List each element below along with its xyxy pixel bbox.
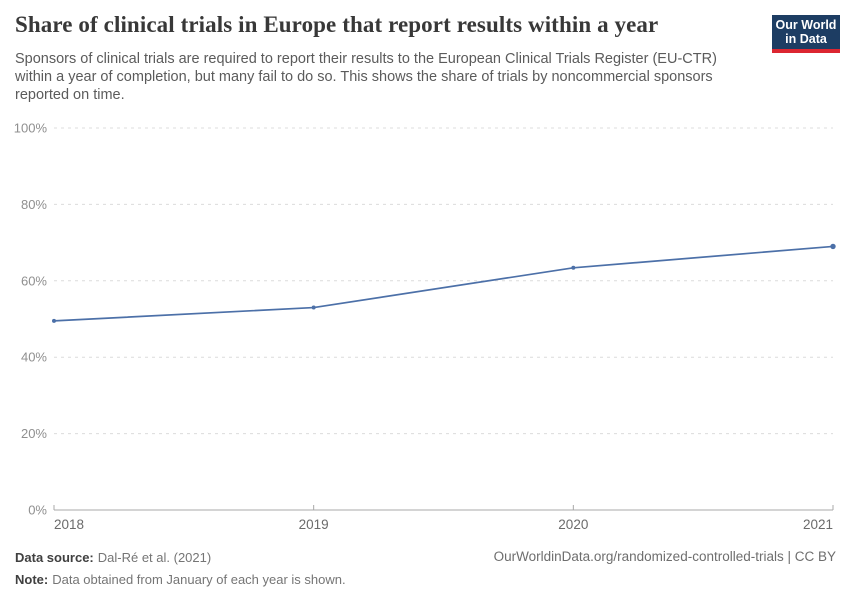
y-axis-tick-label: 60% bbox=[21, 273, 47, 288]
y-axis-tick-label: 0% bbox=[28, 503, 47, 518]
note-label: Note: bbox=[15, 572, 49, 587]
subtitle-line-1: Sponsors of clinical trials are required… bbox=[15, 51, 717, 67]
x-axis-tick-label: 2021 bbox=[803, 517, 833, 532]
owid-logo[interactable]: Our World in Data bbox=[772, 15, 840, 53]
data-point bbox=[830, 243, 836, 250]
owid-logo-line2: in Data bbox=[785, 32, 827, 46]
y-axis-tick-label: 40% bbox=[21, 350, 47, 365]
data-line bbox=[53, 245, 834, 322]
chart-footer-left: Data source: Dal-Ré et al. (2021) Note: Da… bbox=[15, 547, 346, 591]
data-point bbox=[52, 318, 56, 323]
footer-url[interactable]: OurWorldinData.org/randomized-controlled… bbox=[493, 549, 836, 564]
line-chart: 0% 20% 40% 60% 80% 100% 2018 2019 2020 2021 bbox=[14, 121, 836, 532]
data-source-value: Dal-Ré et al. (2021) bbox=[97, 550, 212, 565]
x-axis-tick-label: 2020 bbox=[558, 517, 588, 532]
page-title: Share of clinical trials in Europe that … bbox=[15, 12, 659, 37]
subtitle-line-3: reported on time. bbox=[15, 87, 125, 103]
note-line: Note: Data obtained from January of each … bbox=[15, 569, 346, 591]
y-axis-tick-label: 100% bbox=[14, 121, 48, 136]
chart-subtitle: Sponsors of clinical trials are required… bbox=[15, 50, 775, 104]
data-source-label: Data source: bbox=[15, 550, 94, 565]
data-source-line: Data source: Dal-Ré et al. (2021) bbox=[15, 547, 346, 569]
data-point bbox=[571, 265, 576, 270]
subtitle-line-2: within a year of completion, but many fa… bbox=[15, 69, 713, 85]
data-point bbox=[311, 305, 316, 310]
note-value: Data obtained from January of each year … bbox=[52, 572, 346, 587]
y-axis-tick-label: 20% bbox=[21, 426, 47, 441]
x-axis-tick-label: 2019 bbox=[299, 517, 329, 532]
x-axis-tick-label: 2018 bbox=[54, 517, 84, 532]
owid-logo-line1: Our World bbox=[775, 18, 837, 32]
y-axis-tick-label: 80% bbox=[21, 197, 47, 212]
